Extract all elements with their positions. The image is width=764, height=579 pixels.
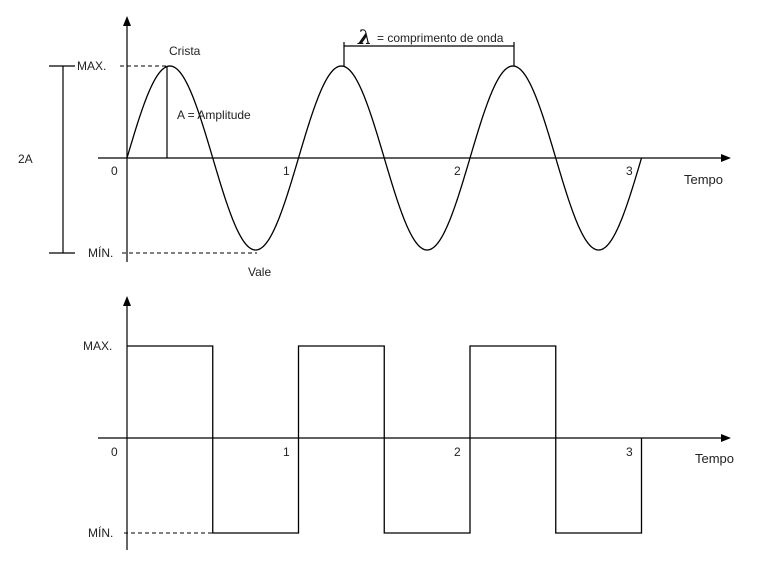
sine-min-label: MÍN.	[88, 245, 113, 260]
square-y-axis-arrow	[123, 296, 131, 306]
sine-tick-3: 3	[626, 164, 633, 178]
wavelength-label: = comprimento de onda	[377, 31, 504, 45]
trough-label: Vale	[248, 265, 271, 279]
square-x-axis-arrow	[721, 434, 731, 442]
sine-tick-2: 2	[454, 164, 461, 178]
sine-y-axis-arrow	[123, 16, 131, 26]
crest-label: Crista	[169, 44, 201, 58]
square-max-label: MAX.	[83, 339, 112, 353]
square-tick-2: 2	[454, 445, 461, 459]
sine-x-axis-arrow	[721, 154, 731, 162]
sine-tick-0: 0	[111, 164, 118, 178]
square-tick-3: 3	[626, 445, 633, 459]
square-min-label: MÍN.	[88, 525, 113, 540]
sine-time-label: Tempo	[684, 172, 723, 187]
square-wave-curve	[127, 345, 643, 534]
sine-tick-1: 1	[283, 164, 290, 178]
amplitude-label: A = Amplitude	[177, 108, 251, 122]
square-time-label: Tempo	[695, 451, 734, 466]
square-tick-0: 0	[111, 445, 118, 459]
two-a-label: 2A	[18, 152, 33, 166]
lambda-symbol: λ	[357, 25, 372, 49]
sine-max-label: MAX.	[77, 59, 106, 73]
sine-wave-curve	[126, 65, 643, 251]
square-tick-1: 1	[283, 445, 290, 459]
